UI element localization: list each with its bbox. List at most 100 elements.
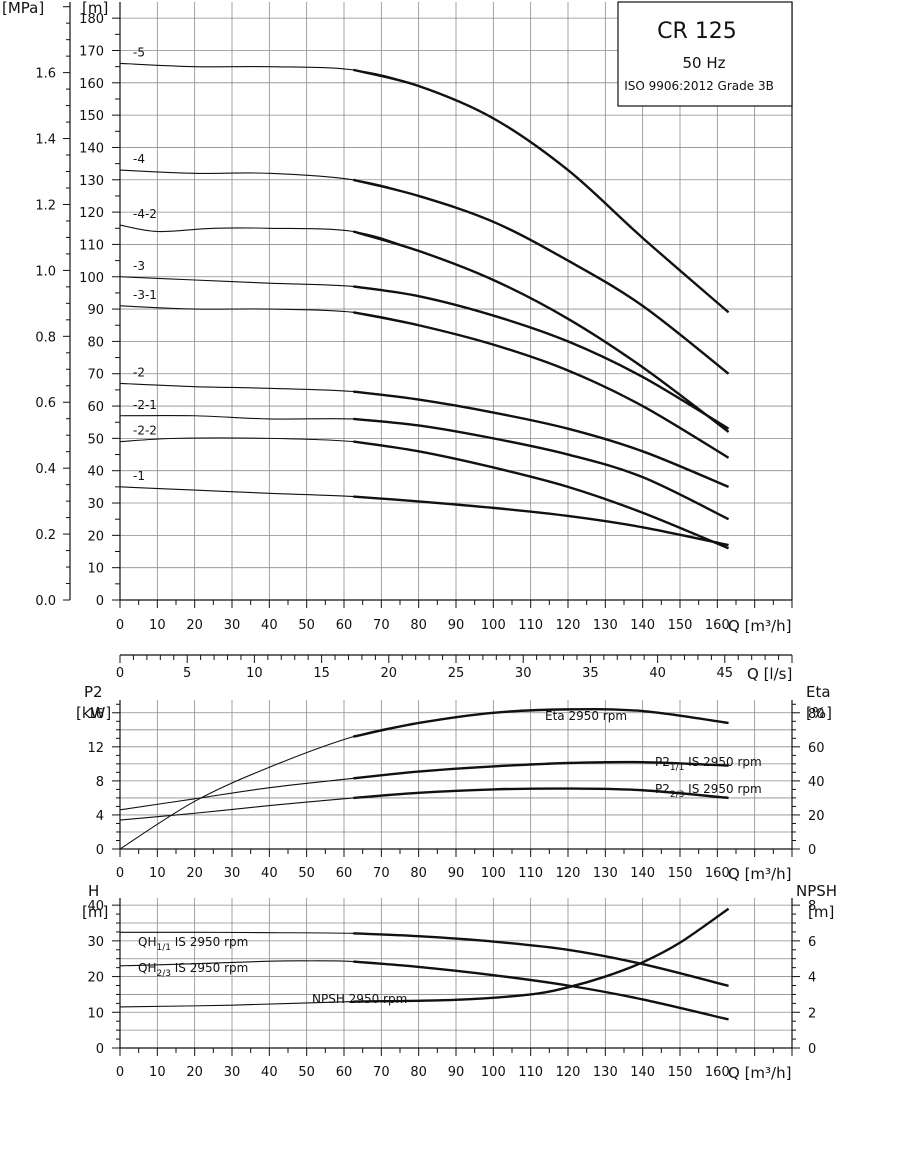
ls-unit: Q [l/s] xyxy=(747,665,792,683)
stage-3-curve-operating xyxy=(353,285,730,430)
stage-label: -1 xyxy=(133,469,145,483)
frequency-label: 50 Hz xyxy=(682,54,725,72)
stage-2-1-curve-operating xyxy=(353,417,730,521)
stage-1-curve-operating xyxy=(353,495,729,547)
curves xyxy=(119,62,730,1021)
h-tick-label: 20 xyxy=(87,971,104,986)
kw-series-curve-operating xyxy=(353,787,729,800)
eta-tick-label: 60 xyxy=(808,741,825,756)
eta-tick-label: 0 xyxy=(808,843,816,858)
y-tick-label-m: 150 xyxy=(79,109,104,124)
x-tick-label: 160 xyxy=(705,618,730,633)
x-tick-label: 120 xyxy=(556,866,581,881)
stage-2-2-curve xyxy=(119,437,729,549)
x-tick-label: 20 xyxy=(186,866,203,881)
ls-tick-label: 40 xyxy=(649,666,666,681)
x-tick-label: 150 xyxy=(668,1065,693,1080)
kw-tick-label: 16 xyxy=(87,707,104,722)
y-tick-label-m: 100 xyxy=(79,271,104,286)
h-tick-label: 10 xyxy=(87,1006,104,1021)
x-tick-label: 10 xyxy=(149,866,166,881)
x-tick-label: 80 xyxy=(410,866,427,881)
npsh-label: NPSH 2950 rpm xyxy=(312,992,407,1006)
y-tick-label-m: 50 xyxy=(87,432,104,447)
p2-full-label: P21/1 IS 2950 rpm xyxy=(655,755,762,773)
stage-label: -4-2 xyxy=(133,207,157,221)
npsh-tick-label: 6 xyxy=(808,935,816,950)
qh-twothirds-label: QH2/3 IS 2950 rpm xyxy=(138,961,248,979)
ls-tick-label: 15 xyxy=(313,666,330,681)
x-tick-label: 30 xyxy=(224,1065,241,1080)
ls-tick-label: 0 xyxy=(116,666,124,681)
x-tick-label: 80 xyxy=(410,1065,427,1080)
y-tick-label-mpa: 0.0 xyxy=(35,594,56,609)
y-tick-label-m: 0 xyxy=(96,594,104,609)
x-tick-label: 130 xyxy=(593,1065,618,1080)
npsh-tick-label: 8 xyxy=(808,899,816,914)
eta-label: Eta 2950 rpm xyxy=(545,709,627,723)
x-tick-label: 100 xyxy=(481,866,506,881)
standard-label: ISO 9906:2012 Grade 3B xyxy=(624,79,774,93)
y-tick-label-m: 130 xyxy=(79,174,104,189)
x-tick-label: 110 xyxy=(518,866,543,881)
y-tick-label-m: 140 xyxy=(79,141,104,156)
y-tick-label-mpa: 0.2 xyxy=(35,528,56,543)
y-tick-label-m: 40 xyxy=(87,465,104,480)
kw-unit: [kW] xyxy=(76,704,111,722)
x-tick-label: 50 xyxy=(298,866,315,881)
y-tick-label-m: 60 xyxy=(87,400,104,415)
x-tick-label: 100 xyxy=(481,1065,506,1080)
stage-3-1-curve-operating xyxy=(353,311,730,459)
stage-label: -2-2 xyxy=(133,424,157,438)
x-tick-label: 120 xyxy=(556,1065,581,1080)
h-unit-title: H xyxy=(88,882,99,900)
x-tick-label: 40 xyxy=(261,1065,278,1080)
y-tick-label-m: 160 xyxy=(79,77,104,92)
x-tick-label: 100 xyxy=(481,618,506,633)
h-series-curve-operating xyxy=(353,960,729,1021)
npsh-series-curve xyxy=(119,908,729,1008)
eta-tick-label: 40 xyxy=(808,775,825,790)
ls-tick-label: 25 xyxy=(448,666,465,681)
p2-unit-title: P2 xyxy=(84,683,103,701)
x-tick-label: 130 xyxy=(593,866,618,881)
x-tick-label: 120 xyxy=(556,618,581,633)
x-tick-label: 0 xyxy=(116,1065,124,1080)
h-tick-label: 30 xyxy=(87,935,104,950)
h-series-curve-operating xyxy=(353,932,729,988)
model-title: CR 125 xyxy=(657,19,737,44)
stage-label: -4 xyxy=(133,152,145,166)
x-axis-unit: Q [m³/h] xyxy=(728,865,791,883)
x-tick-label: 10 xyxy=(149,618,166,633)
m-unit: [m] xyxy=(82,0,108,17)
title-box: CR 125 50 Hz ISO 9906:2012 Grade 3B xyxy=(617,1,793,107)
h-tick-label: 0 xyxy=(96,1042,104,1057)
x-tick-label: 90 xyxy=(448,1065,465,1080)
y-tick-label-mpa: 0.6 xyxy=(35,396,56,411)
stage-2-curve xyxy=(119,382,729,488)
percent-unit: [%] xyxy=(806,704,832,722)
y-tick-label-mpa: 0.4 xyxy=(35,462,56,477)
y-tick-label-mpa: 0.8 xyxy=(35,330,56,345)
y-tick-label-m: 110 xyxy=(79,238,104,253)
stage-label: -2-1 xyxy=(133,398,157,412)
x-tick-label: 70 xyxy=(373,866,390,881)
x-tick-label: 110 xyxy=(518,618,543,633)
stage-label: -2 xyxy=(133,365,145,379)
y-tick-label-m: 30 xyxy=(87,497,104,512)
kw-tick-label: 0 xyxy=(96,843,104,858)
x-tick-label: 90 xyxy=(448,866,465,881)
axes xyxy=(63,2,800,1056)
stage-5-curve-operating xyxy=(353,68,730,314)
stage-2-1-curve xyxy=(119,414,729,520)
x-tick-label: 160 xyxy=(705,1065,730,1080)
eta-unit-title: Eta xyxy=(806,683,831,701)
mpa-unit: [MPa] xyxy=(2,0,44,17)
stage-2-curve-operating xyxy=(353,390,729,488)
h-unit: [m] xyxy=(82,903,108,921)
y-tick-label-mpa: 1.4 xyxy=(35,133,56,148)
stage-4-curve xyxy=(119,169,729,375)
y-tick-label-m: 20 xyxy=(87,529,104,544)
x-tick-label: 0 xyxy=(116,618,124,633)
x-tick-label: 70 xyxy=(373,1065,390,1080)
